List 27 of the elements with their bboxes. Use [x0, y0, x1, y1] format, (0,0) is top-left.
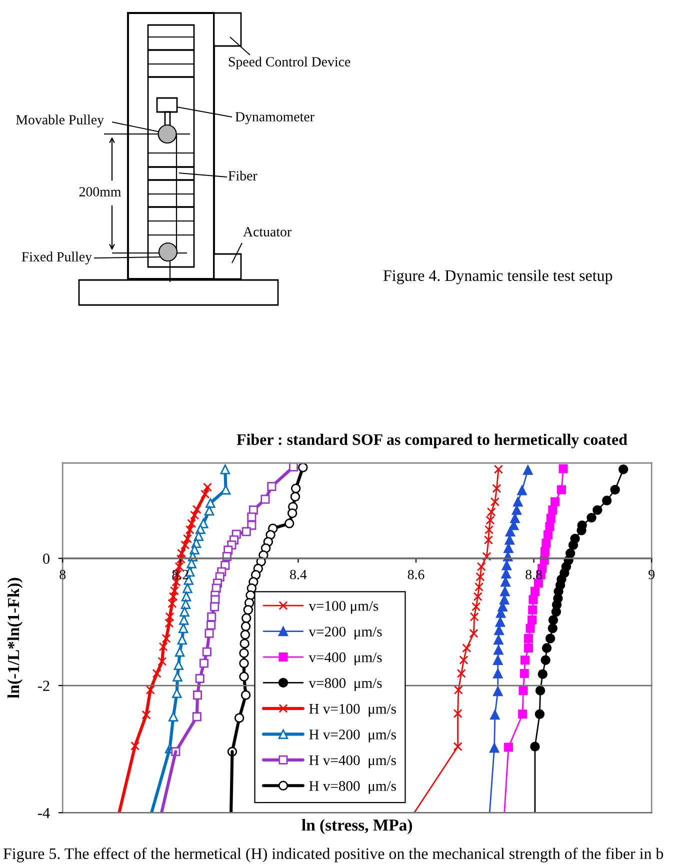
text: Actuator: [243, 227, 292, 236]
x-tick-label: 8.4: [290, 570, 307, 580]
x-axis-title: ln (stress, MPa): [302, 818, 412, 834]
text: Speed Control Device: [228, 56, 350, 70]
text: Movable Pulley: [16, 114, 104, 128]
legend-label: v=100 μm/s: [308, 600, 378, 614]
legend-label: H v=800 μm/s: [309, 781, 396, 794]
caption: Figure 5. The effect of the hermetical (H) indicated positive on the mechanical strength of the fiber in b: [3, 848, 664, 862]
x-tick-label: 9: [648, 570, 655, 580]
text: 200mm: [79, 187, 122, 196]
x-tick-label: 8: [60, 570, 66, 580]
text: Fiber: [228, 170, 258, 180]
y-axis-title: ln(-1/L*ln(1-Fk)): [7, 578, 23, 698]
y-tick-label: 0: [43, 554, 50, 564]
text: Fixed Pulley: [22, 252, 92, 264]
y-tick-label: -2: [38, 680, 50, 691]
x-tick-label: 8.6: [408, 570, 424, 580]
legend-label: v=200 μm/s: [308, 626, 382, 640]
legend-label: v=800 μm/s: [308, 678, 382, 691]
legend-label: H v=400 μm/s: [309, 755, 396, 768]
legend-label: H v=100 μm/s: [309, 704, 396, 717]
chart-title: Fiber : standard SOF as compared to hermetically coated: [236, 434, 628, 448]
caption: Figure 4. Dynamic tensile test setup: [383, 270, 612, 284]
text: Dynamometer: [235, 112, 314, 124]
y-tick-label: -4: [38, 808, 50, 818]
legend-label: H v=200 μm/s: [309, 730, 396, 742]
legend-label: v=400 μm/s: [308, 652, 382, 666]
